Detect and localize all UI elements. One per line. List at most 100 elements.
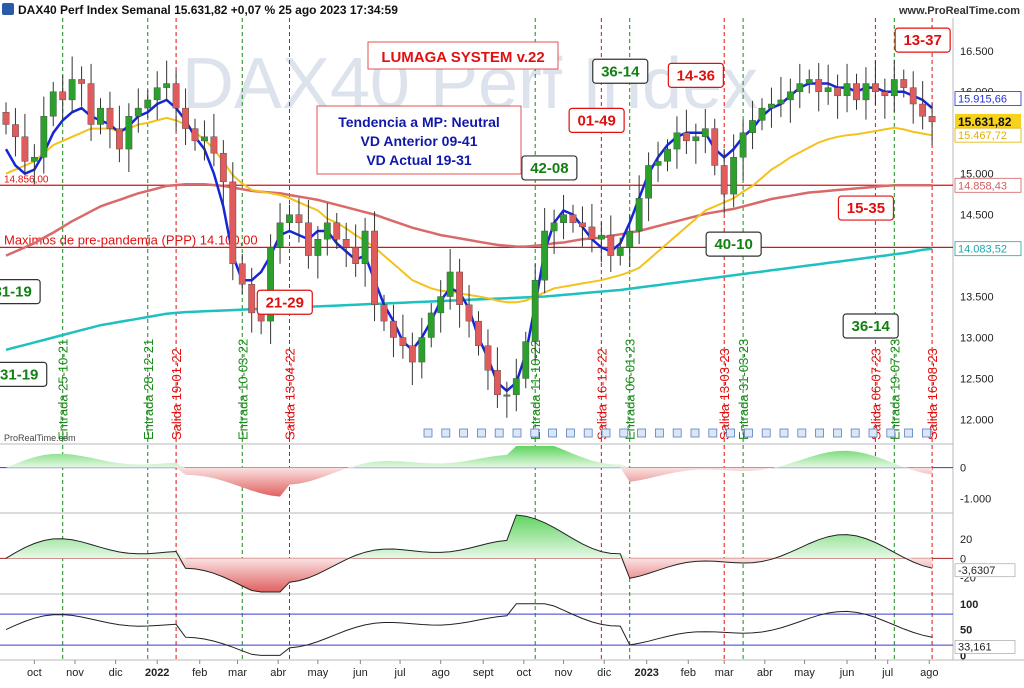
candle-body-92 xyxy=(872,83,879,92)
annotation-box-10 xyxy=(842,313,899,339)
price-badge-frame-4 xyxy=(954,241,1022,257)
event-icon-12 xyxy=(637,428,646,438)
annotation-box-8 xyxy=(705,231,762,257)
candle-body-48 xyxy=(456,271,463,305)
month-label-17: mar xyxy=(715,667,734,679)
candle-body-17 xyxy=(163,83,171,88)
annotation-box-7 xyxy=(894,27,951,53)
annotation-box-2 xyxy=(256,289,313,315)
event-icon-10 xyxy=(601,428,611,438)
month-label-12: oct xyxy=(517,667,532,679)
candle-body-15 xyxy=(144,99,152,109)
candle-body-11 xyxy=(106,107,114,129)
event-icon-6 xyxy=(530,428,540,438)
candle-body-40 xyxy=(380,304,388,322)
candle-body-63 xyxy=(597,234,605,240)
signal-label-2: Salida 19-01-22 xyxy=(169,348,184,440)
candle-body-14 xyxy=(134,107,142,117)
annotation-text-6: 14-36 xyxy=(677,67,715,84)
candle-body-79 xyxy=(749,120,756,133)
annotation-text-2: 21-29 xyxy=(266,294,304,311)
candle-body-98 xyxy=(928,116,936,123)
annotation-text-5: 36-14 xyxy=(601,63,640,80)
month-label-19: may xyxy=(794,667,815,679)
event-icon-3 xyxy=(476,428,486,438)
event-icon-5 xyxy=(512,428,522,438)
annotation-text-7: 13-37 xyxy=(903,32,941,49)
candle-body-44 xyxy=(418,337,426,363)
event-icon-8 xyxy=(566,428,575,438)
candle-body-28 xyxy=(267,247,274,322)
candle-body-78 xyxy=(739,132,747,158)
annotation-box-0 xyxy=(0,279,41,305)
event-icon-11 xyxy=(619,428,629,438)
month-label-13: nov xyxy=(555,667,573,679)
event-icon-17 xyxy=(726,428,735,438)
candle-body-93 xyxy=(881,91,889,97)
candle-body-46 xyxy=(437,296,445,314)
event-icon-23 xyxy=(833,428,842,438)
month-label-14: dic xyxy=(597,667,612,679)
annotation-box-4 xyxy=(568,107,625,134)
event-icon-22 xyxy=(815,428,824,438)
candle-body-39 xyxy=(371,230,378,305)
site-label: www.ProRealTime.com xyxy=(898,5,1020,17)
candle-body-49 xyxy=(465,304,473,322)
candle-body-56 xyxy=(531,279,539,342)
instrument-icon[interactable] xyxy=(2,3,14,15)
candle-body-62 xyxy=(588,226,596,240)
candle-body-38 xyxy=(361,230,369,264)
month-label-0: oct xyxy=(27,667,42,679)
event-icon-19 xyxy=(761,428,771,438)
signal-label-10: Salida 06-07-23 xyxy=(868,348,883,440)
event-icon-18 xyxy=(744,428,753,438)
candle-body-90 xyxy=(853,83,860,101)
trend-line-2: VD Anterior 09-41 xyxy=(361,133,478,149)
annotation-text-8: 40-10 xyxy=(714,236,752,253)
month-label-22: ago xyxy=(920,667,938,679)
price-tick-6: 12.500 xyxy=(960,373,994,385)
system-title: LUMAGA SYSTEM v.22 xyxy=(381,49,544,66)
candle-body-4 xyxy=(40,116,48,158)
candle-body-77 xyxy=(730,157,738,195)
candle-body-57 xyxy=(541,230,549,281)
candle-body-84 xyxy=(796,83,804,92)
ema-slow-line xyxy=(5,183,933,257)
month-label-15: 2023 xyxy=(634,667,658,679)
month-label-5: mar xyxy=(228,667,247,679)
month-label-16: feb xyxy=(681,667,696,679)
candle-body-97 xyxy=(919,103,927,117)
price-badge-2: 15.467,72 xyxy=(958,130,1007,142)
month-label-6: abr xyxy=(270,667,286,679)
event-icon-13 xyxy=(655,428,664,438)
event-icon-25 xyxy=(868,428,878,438)
price-tick-4: 13.500 xyxy=(960,292,994,304)
event-icon-16 xyxy=(708,428,718,438)
system-title-box xyxy=(367,41,559,70)
candle-body-68 xyxy=(645,165,653,199)
candle-body-75 xyxy=(711,128,719,166)
ind2-line xyxy=(5,603,933,656)
header-bar xyxy=(0,0,1024,18)
candle-body-24 xyxy=(229,181,237,264)
signal-label-3: Entrada 10-03-22 xyxy=(235,339,250,440)
month-label-2: dic xyxy=(109,667,124,679)
candle-body-91 xyxy=(862,83,870,101)
ind1-last-value: -3,6307 xyxy=(958,565,995,577)
event-icon-24 xyxy=(850,428,860,438)
annotation-text-1: 31-19 xyxy=(0,366,38,383)
candle-body-22 xyxy=(210,136,218,154)
price-tick-7: 12.000 xyxy=(960,414,994,426)
candle-body-20 xyxy=(191,128,199,142)
signal-label-11: Entrada 19-07-23 xyxy=(887,339,902,440)
price-badge-4: 14.083,52 xyxy=(958,244,1007,256)
event-icon-1 xyxy=(441,428,451,438)
ind0-negative-area xyxy=(6,467,933,497)
price-tick-3: 14.500 xyxy=(960,210,994,222)
ind1-positive-area xyxy=(6,515,933,559)
candle-body-59 xyxy=(560,214,567,224)
candle-body-13 xyxy=(125,116,133,150)
credit-label: ProRealTime.com xyxy=(4,433,76,443)
